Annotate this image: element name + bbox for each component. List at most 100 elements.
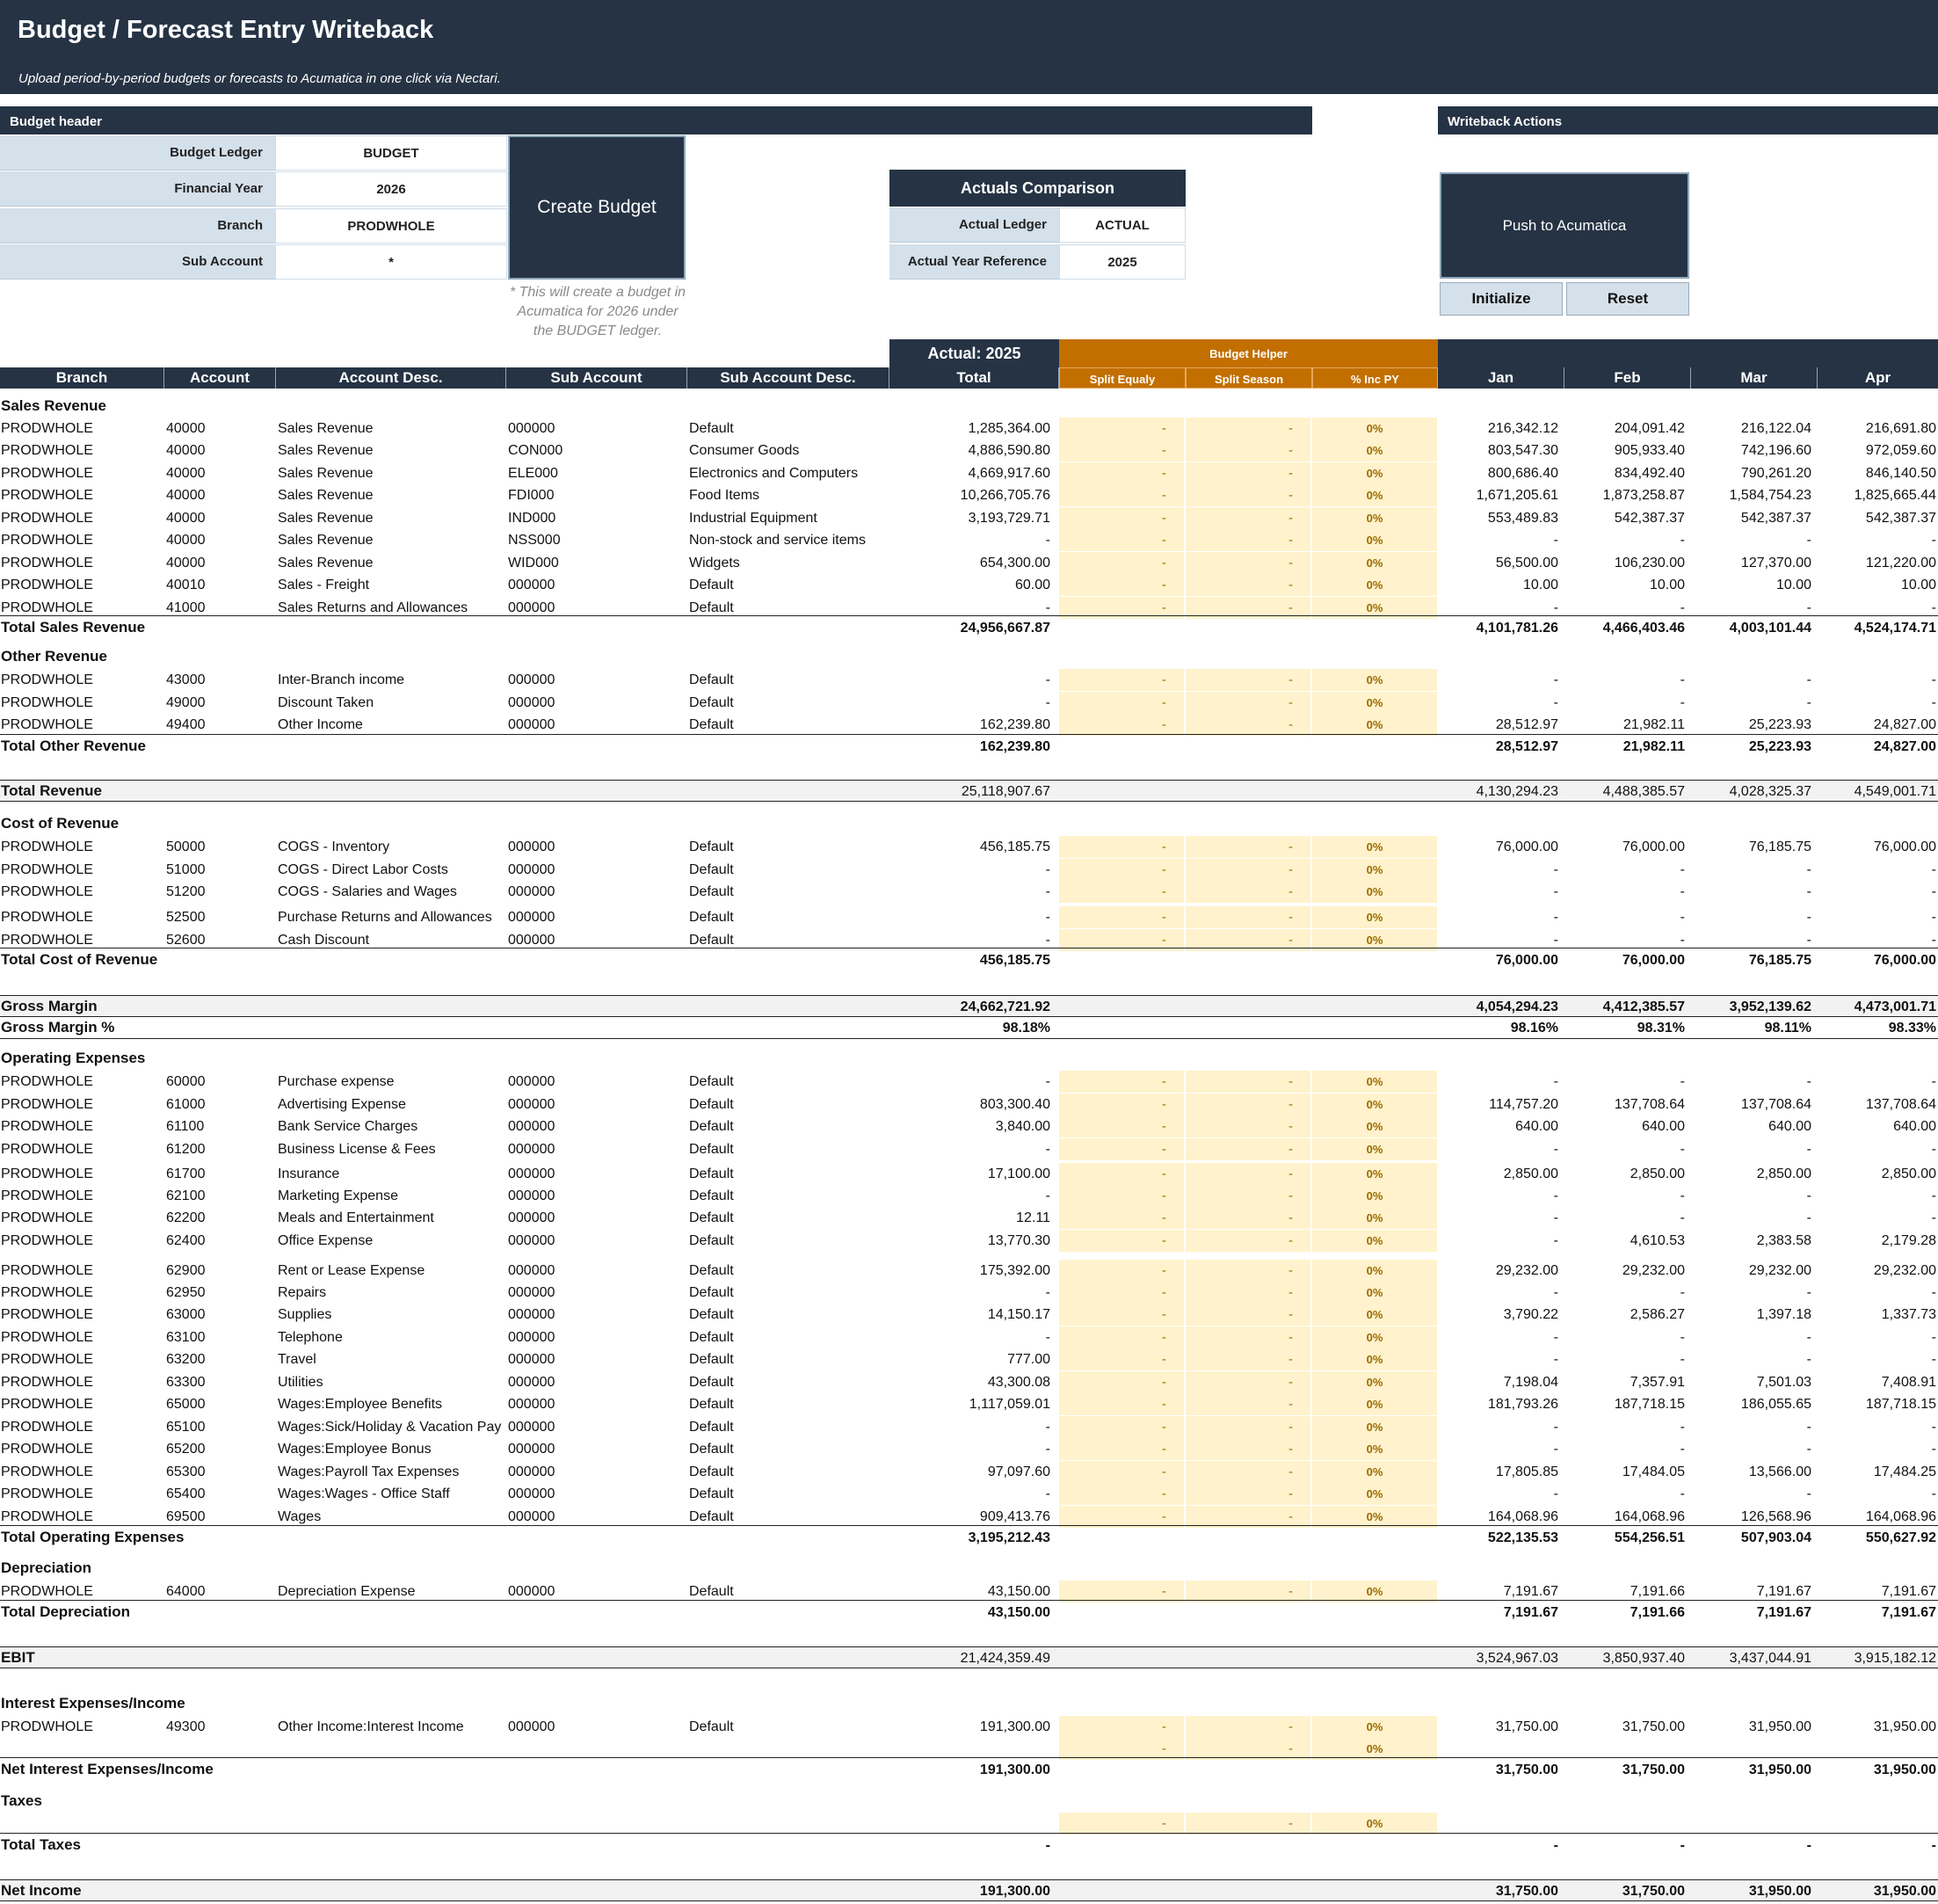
month-cell[interactable]: - (1806, 1074, 1811, 1089)
inc-py-cell[interactable] (1312, 1581, 1437, 1602)
month-cell[interactable]: 640.00 (1642, 1119, 1685, 1134)
inc-py-cell[interactable] (1312, 1438, 1437, 1460)
inc-py-cell[interactable] (1312, 574, 1437, 596)
inc-py-cell[interactable] (1312, 714, 1437, 736)
month-cell[interactable]: - (1680, 1420, 1685, 1435)
month-cell[interactable]: 10.00 (1649, 578, 1685, 592)
month-cell[interactable]: - (1553, 1285, 1558, 1300)
split-season-cell[interactable] (1186, 881, 1310, 903)
month-cell[interactable]: - (1680, 1330, 1685, 1345)
split-season-cell[interactable] (1186, 714, 1310, 736)
split-equaly-cell[interactable] (1059, 1348, 1184, 1370)
month-cell[interactable]: 216,122.04 (1740, 421, 1811, 436)
month-cell[interactable]: - (1680, 1352, 1685, 1367)
month-cell[interactable]: - (1680, 1486, 1685, 1501)
month-cell[interactable]: - (1553, 1442, 1558, 1457)
split-season-cell[interactable] (1186, 1581, 1310, 1602)
month-cell[interactable]: - (1806, 1486, 1811, 1501)
split-season-cell[interactable] (1186, 1207, 1310, 1229)
inc-py-cell[interactable] (1312, 1716, 1437, 1738)
month-cell[interactable]: 17,484.05 (1622, 1464, 1685, 1479)
split-equaly-cell[interactable] (1059, 692, 1184, 714)
month-cell[interactable]: 28,512.97 (1495, 717, 1558, 732)
month-cell[interactable]: 803,547.30 (1487, 443, 1558, 458)
inc-py-cell[interactable] (1312, 1371, 1437, 1393)
month-cell[interactable]: 742,196.60 (1740, 443, 1811, 458)
month-cell[interactable]: 542,387.37 (1865, 511, 1936, 526)
split-season-cell[interactable] (1186, 1813, 1310, 1835)
split-season-cell[interactable] (1186, 1116, 1310, 1137)
month-cell[interactable]: 164,068.96 (1487, 1509, 1558, 1524)
inc-py-cell[interactable] (1312, 1116, 1437, 1137)
month-cell[interactable]: 114,757.20 (1489, 1097, 1558, 1112)
inc-py-cell[interactable] (1312, 1483, 1437, 1505)
split-equaly-cell[interactable] (1059, 1813, 1184, 1835)
month-cell[interactable]: 553,489.83 (1487, 511, 1558, 526)
month-cell[interactable]: - (1931, 600, 1936, 615)
month-cell[interactable]: - (1806, 1210, 1811, 1225)
month-cell[interactable]: 186,055.65 (1740, 1397, 1811, 1412)
month-cell[interactable]: 4,610.53 (1630, 1233, 1685, 1248)
month-cell[interactable]: - (1553, 910, 1558, 925)
month-cell[interactable]: 846,140.50 (1865, 466, 1936, 481)
month-cell[interactable]: 972,059.60 (1865, 443, 1936, 458)
split-equaly-cell[interactable] (1059, 597, 1184, 619)
month-cell[interactable]: 24,827.00 (1873, 717, 1936, 732)
month-cell[interactable]: - (1553, 933, 1558, 948)
month-cell[interactable]: 187,718.15 (1614, 1397, 1685, 1412)
month-cell[interactable]: - (1931, 1330, 1936, 1345)
month-cell[interactable]: 1,337.73 (1881, 1307, 1936, 1322)
month-cell[interactable]: 640.00 (1768, 1119, 1811, 1134)
split-season-cell[interactable] (1186, 906, 1310, 928)
month-cell[interactable]: 7,408.91 (1881, 1375, 1936, 1390)
split-equaly-cell[interactable] (1059, 859, 1184, 881)
month-cell[interactable]: 7,191.67 (1881, 1584, 1936, 1599)
split-season-cell[interactable] (1186, 669, 1310, 691)
split-season-cell[interactable] (1186, 462, 1310, 484)
month-cell[interactable]: - (1680, 1442, 1685, 1457)
month-cell[interactable]: 1,671,205.61 (1476, 488, 1558, 503)
month-cell[interactable]: 7,191.67 (1756, 1584, 1811, 1599)
month-cell[interactable]: - (1680, 1074, 1685, 1089)
month-cell[interactable]: - (1553, 533, 1558, 548)
split-equaly-cell[interactable] (1059, 1163, 1184, 1185)
split-season-cell[interactable] (1186, 692, 1310, 714)
actual-ledger-field[interactable]: ACTUAL (1059, 207, 1186, 243)
split-season-cell[interactable] (1186, 929, 1310, 951)
push-to-acumatica-button[interactable]: Push to Acumatica (1440, 172, 1689, 279)
month-cell[interactable]: - (1931, 672, 1936, 687)
split-season-cell[interactable] (1186, 1326, 1310, 1348)
split-equaly-cell[interactable] (1059, 669, 1184, 691)
month-cell[interactable]: 790,261.20 (1740, 466, 1811, 481)
month-cell[interactable]: 137,708.64 (1740, 1097, 1811, 1112)
split-equaly-cell[interactable] (1059, 1581, 1184, 1602)
split-season-cell[interactable] (1186, 507, 1310, 529)
split-season-cell[interactable] (1186, 1260, 1310, 1282)
inc-py-cell[interactable] (1312, 1163, 1437, 1185)
inc-py-cell[interactable] (1312, 1304, 1437, 1326)
split-equaly-cell[interactable] (1059, 1393, 1184, 1415)
month-cell[interactable]: 126,568.96 (1740, 1509, 1811, 1524)
inc-py-cell[interactable] (1312, 859, 1437, 881)
inc-py-cell[interactable] (1312, 1185, 1437, 1207)
inc-py-cell[interactable] (1312, 1393, 1437, 1415)
split-equaly-cell[interactable] (1059, 529, 1184, 551)
month-cell[interactable]: 2,383.58 (1756, 1233, 1811, 1248)
split-season-cell[interactable] (1186, 418, 1310, 440)
month-cell[interactable]: - (1931, 1420, 1936, 1435)
month-cell[interactable]: - (1553, 1330, 1558, 1345)
month-cell[interactable]: 3,790.22 (1503, 1307, 1558, 1322)
month-cell[interactable]: 25,223.93 (1748, 717, 1811, 732)
month-cell[interactable]: 2,179.28 (1881, 1233, 1936, 1248)
month-cell[interactable]: - (1680, 1210, 1685, 1225)
split-season-cell[interactable] (1186, 1185, 1310, 1207)
month-cell[interactable]: 542,387.37 (1740, 511, 1811, 526)
month-cell[interactable]: - (1931, 533, 1936, 548)
month-cell[interactable]: 164,068.96 (1865, 1509, 1936, 1524)
actual-year-field[interactable]: 2025 (1059, 244, 1186, 280)
split-season-cell[interactable] (1186, 529, 1310, 551)
inc-py-cell[interactable] (1312, 836, 1437, 858)
split-season-cell[interactable] (1186, 1138, 1310, 1160)
month-cell[interactable]: - (1553, 1188, 1558, 1203)
split-season-cell[interactable] (1186, 1716, 1310, 1738)
